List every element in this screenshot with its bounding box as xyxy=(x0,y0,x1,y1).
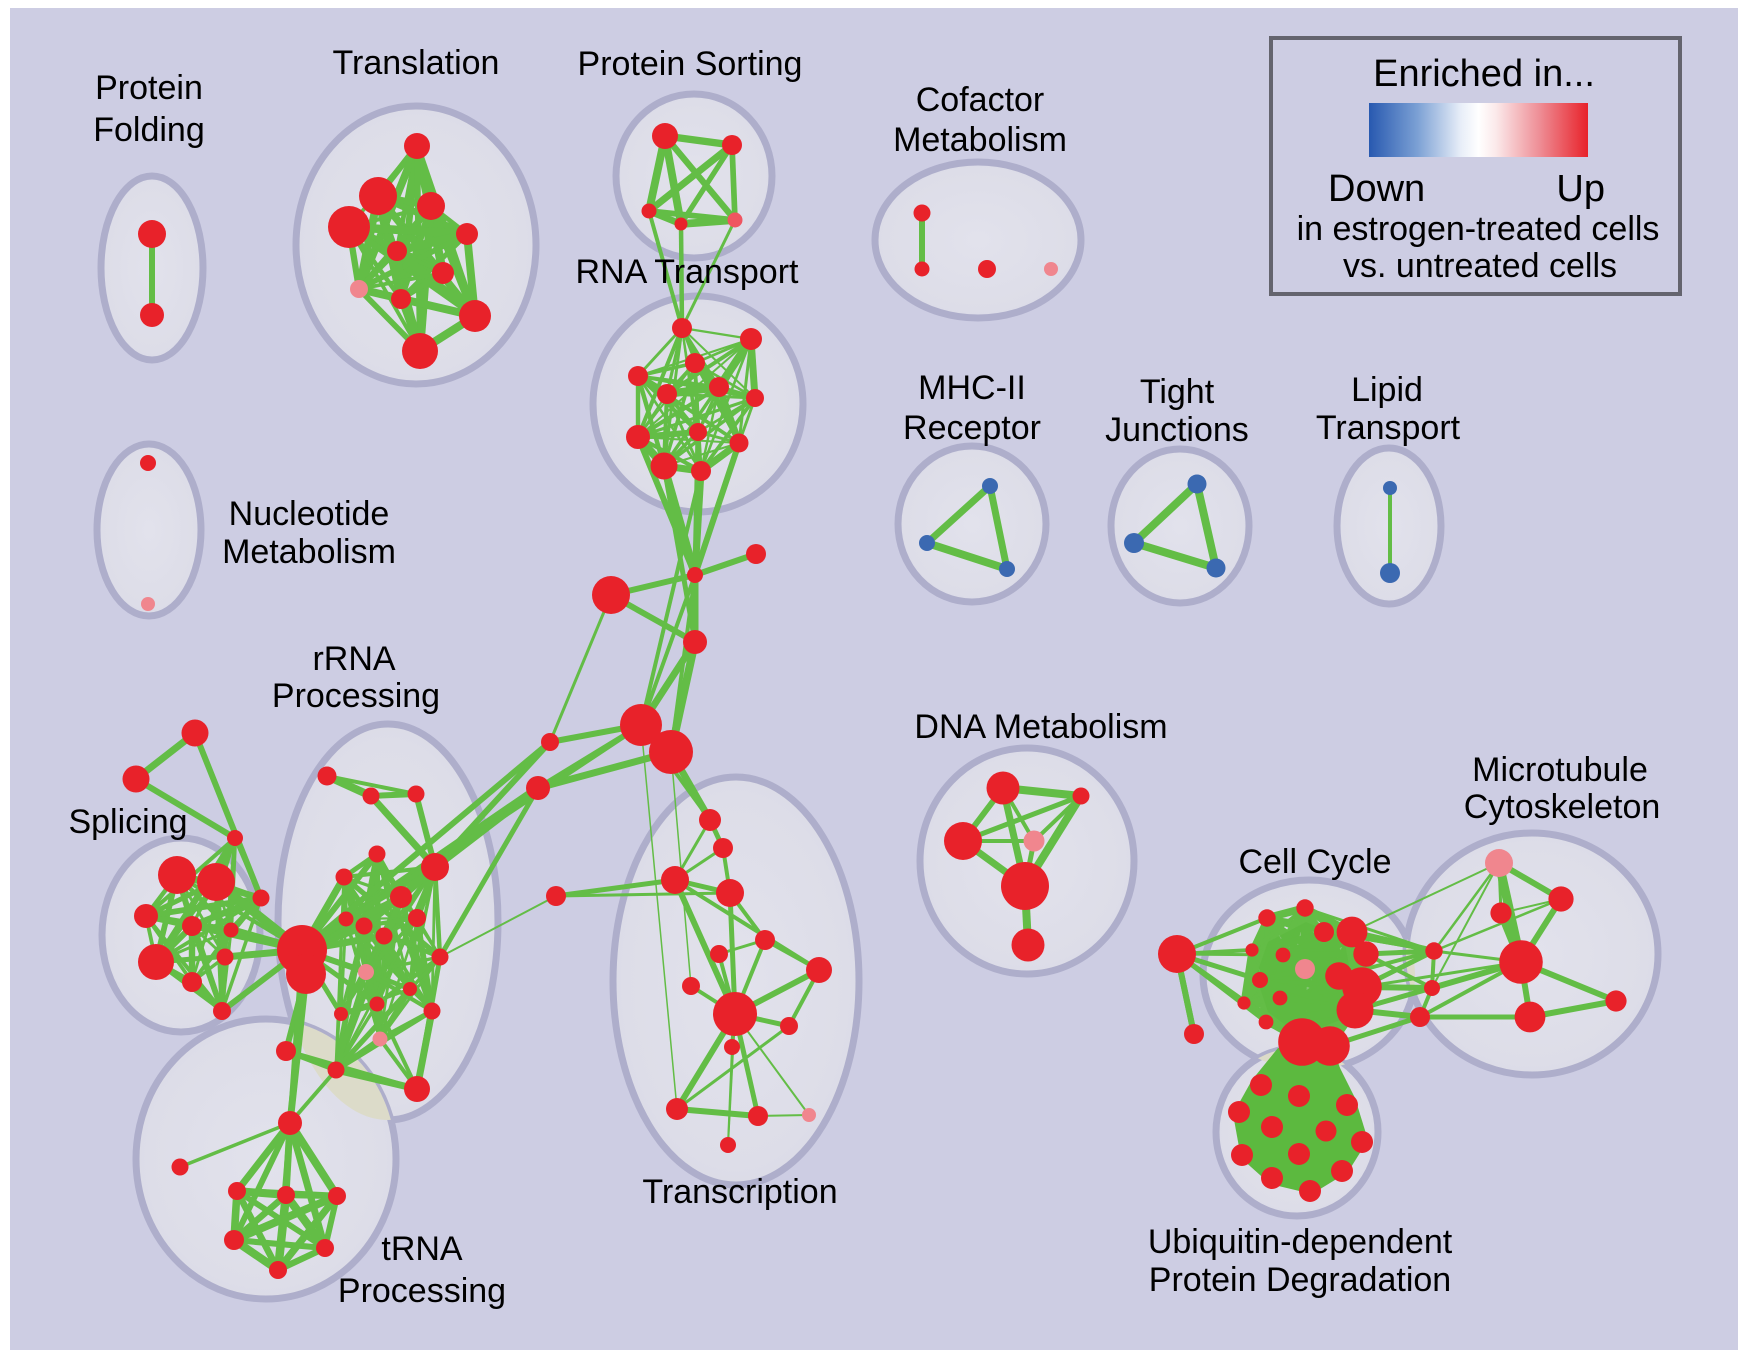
svg-text:Cytoskeleton: Cytoskeleton xyxy=(1464,788,1661,826)
svg-text:Folding: Folding xyxy=(93,111,205,149)
svg-text:Transport: Transport xyxy=(1316,409,1461,447)
svg-text:Metabolism: Metabolism xyxy=(893,121,1067,159)
svg-text:Receptor: Receptor xyxy=(903,409,1041,447)
svg-text:Ubiquitin-dependent: Ubiquitin-dependent xyxy=(1148,1223,1453,1261)
svg-text:Transcription: Transcription xyxy=(642,1173,837,1211)
svg-text:Translation: Translation xyxy=(333,44,500,82)
svg-text:Processing: Processing xyxy=(272,677,440,715)
svg-text:Up: Up xyxy=(1556,168,1605,210)
svg-text:Metabolism: Metabolism xyxy=(222,533,396,571)
svg-text:vs. untreated cells: vs. untreated cells xyxy=(1343,247,1617,285)
svg-text:DNA Metabolism: DNA Metabolism xyxy=(914,708,1167,746)
svg-text:tRNA: tRNA xyxy=(381,1230,463,1268)
svg-text:Tight: Tight xyxy=(1140,373,1215,411)
svg-text:Processing: Processing xyxy=(338,1272,506,1310)
svg-text:Down: Down xyxy=(1328,168,1425,210)
svg-text:RNA Transport: RNA Transport xyxy=(576,253,800,291)
svg-text:MHC-II: MHC-II xyxy=(918,369,1026,407)
svg-text:in estrogen-treated cells: in estrogen-treated cells xyxy=(1297,210,1660,248)
svg-text:Cell Cycle: Cell Cycle xyxy=(1238,843,1391,881)
svg-text:Protein Degradation: Protein Degradation xyxy=(1149,1261,1451,1299)
svg-text:Microtubule: Microtubule xyxy=(1472,751,1648,789)
svg-text:Junctions: Junctions xyxy=(1105,411,1249,449)
svg-text:Nucleotide: Nucleotide xyxy=(229,495,390,533)
svg-text:Splicing: Splicing xyxy=(68,803,187,841)
svg-text:Protein Sorting: Protein Sorting xyxy=(578,45,803,83)
svg-text:Lipid: Lipid xyxy=(1351,371,1423,409)
svg-text:Cofactor: Cofactor xyxy=(916,81,1045,119)
svg-text:Enriched in...: Enriched in... xyxy=(1373,53,1595,95)
svg-text:rRNA: rRNA xyxy=(312,640,395,678)
svg-text:Protein: Protein xyxy=(95,69,203,107)
